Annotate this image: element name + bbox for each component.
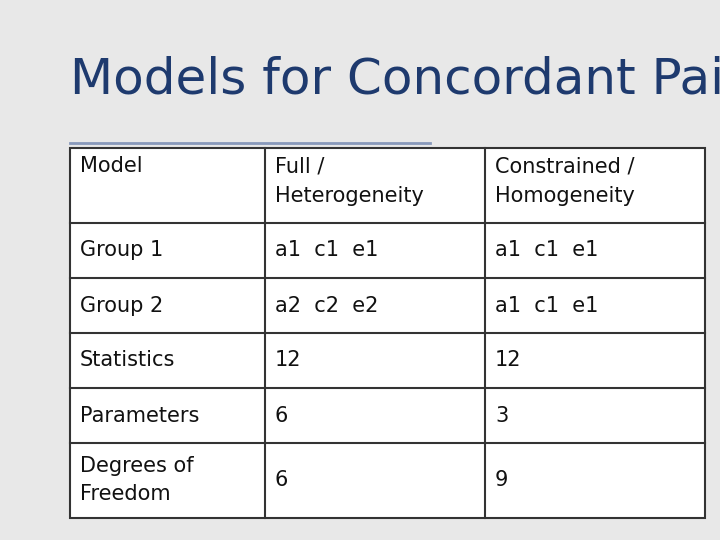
Text: Parameters: Parameters xyxy=(80,406,199,426)
Text: 6: 6 xyxy=(275,470,289,490)
Text: Statistics: Statistics xyxy=(80,350,176,370)
Text: a1  c1  e1: a1 c1 e1 xyxy=(275,240,379,260)
Text: Full /
Heterogeneity: Full / Heterogeneity xyxy=(275,156,424,206)
Text: a2  c2  e2: a2 c2 e2 xyxy=(275,295,379,315)
Text: 9: 9 xyxy=(495,470,508,490)
Text: 12: 12 xyxy=(495,350,521,370)
Text: Constrained /
Homogeneity: Constrained / Homogeneity xyxy=(495,156,635,206)
Text: Group 2: Group 2 xyxy=(80,295,163,315)
Text: a1  c1  e1: a1 c1 e1 xyxy=(495,295,598,315)
Text: Group 1: Group 1 xyxy=(80,240,163,260)
Bar xyxy=(70,148,705,518)
Text: 3: 3 xyxy=(495,406,508,426)
Text: Models for Concordant Pairs: Models for Concordant Pairs xyxy=(70,55,720,103)
Text: Model: Model xyxy=(80,156,143,176)
Text: Degrees of
Freedom: Degrees of Freedom xyxy=(80,456,194,504)
Text: 6: 6 xyxy=(275,406,289,426)
Text: a1  c1  e1: a1 c1 e1 xyxy=(495,240,598,260)
Text: 12: 12 xyxy=(275,350,302,370)
